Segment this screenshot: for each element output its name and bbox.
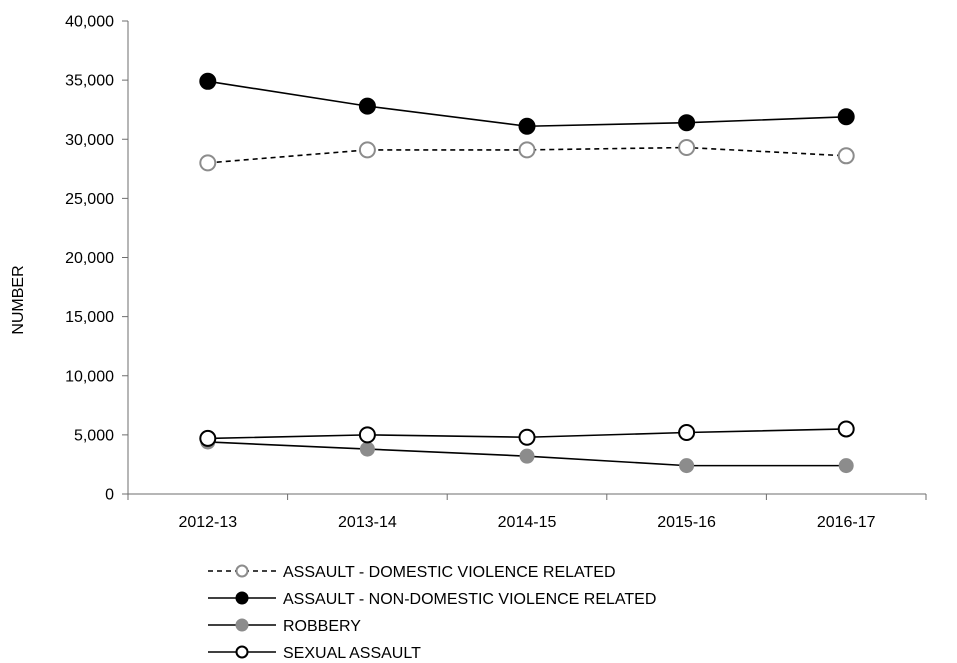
legend-label: ASSAULT - DOMESTIC VIOLENCE RELATED bbox=[283, 564, 616, 581]
x-tick-label: 2015-16 bbox=[657, 514, 716, 531]
legend-marker-assault-non-domestic-violence-related bbox=[235, 591, 249, 605]
data-point-sexual-assault bbox=[837, 420, 855, 438]
data-point-assault-domestic-violence-related bbox=[678, 139, 696, 157]
y-ticks: 0 5,000 10,000 15,000 20,000 25,000 30,000 35,0… bbox=[65, 14, 128, 504]
data-point-assault-domestic-violence-related bbox=[199, 154, 217, 172]
y-tick-label: 25,000 bbox=[65, 191, 114, 208]
data-point-assault-domestic-violence-related bbox=[358, 141, 376, 159]
y-tick-label: 10,000 bbox=[65, 368, 114, 385]
legend-marker-robbery bbox=[235, 618, 249, 632]
data-point-sexual-assault bbox=[678, 424, 696, 442]
legend-label: ROBBERY bbox=[283, 618, 361, 635]
data-point-sexual-assault bbox=[199, 429, 217, 447]
legend-marker-sexual-assault bbox=[235, 645, 249, 659]
data-point-assault-non-domestic-violence-related bbox=[518, 117, 536, 135]
data-point-robbery bbox=[838, 458, 854, 474]
x-tick-label: 2014-15 bbox=[498, 514, 557, 531]
data-point-assault-non-domestic-violence-related bbox=[678, 114, 696, 132]
y-tick-label: 20,000 bbox=[65, 250, 114, 267]
legend-label: ASSAULT - NON-DOMESTIC VIOLENCE RELATED bbox=[283, 591, 656, 608]
x-tick-label: 2013-14 bbox=[338, 514, 397, 531]
legend-label: SEXUAL ASSAULT bbox=[283, 645, 421, 662]
legend-marker-assault-domestic-violence-related bbox=[235, 564, 249, 578]
data-point-sexual-assault bbox=[358, 426, 376, 444]
y-tick-label: 30,000 bbox=[65, 132, 114, 149]
y-tick-label: 35,000 bbox=[65, 73, 114, 90]
chart-axes bbox=[127, 21, 926, 495]
y-tick-label: 5,000 bbox=[74, 427, 114, 444]
x-ticks: 2012-13 2013-14 2014-15 2015-16 2016-17 bbox=[127, 494, 927, 531]
y-axis-label: NUMBER bbox=[10, 265, 27, 334]
data-point-assault-non-domestic-violence-related bbox=[199, 72, 217, 90]
data-point-assault-domestic-violence-related bbox=[518, 141, 536, 159]
data-point-assault-non-domestic-violence-related bbox=[358, 97, 376, 115]
x-tick-label: 2016-17 bbox=[817, 514, 876, 531]
series-lines bbox=[207, 80, 847, 467]
data-point-robbery bbox=[679, 458, 695, 474]
data-point-robbery bbox=[359, 441, 375, 457]
data-point-sexual-assault bbox=[518, 428, 536, 446]
data-point-robbery bbox=[519, 448, 535, 464]
y-tick-label: 15,000 bbox=[65, 309, 114, 326]
legend: ASSAULT - DOMESTIC VIOLENCE RELATED ASSAU… bbox=[208, 564, 656, 662]
data-point-assault-non-domestic-violence-related bbox=[837, 108, 855, 126]
x-tick-label: 2012-13 bbox=[178, 514, 237, 531]
series-markers bbox=[199, 72, 855, 474]
data-point-assault-domestic-violence-related bbox=[837, 147, 855, 165]
y-tick-label: 0 bbox=[105, 487, 114, 504]
y-tick-label: 40,000 bbox=[65, 14, 114, 31]
